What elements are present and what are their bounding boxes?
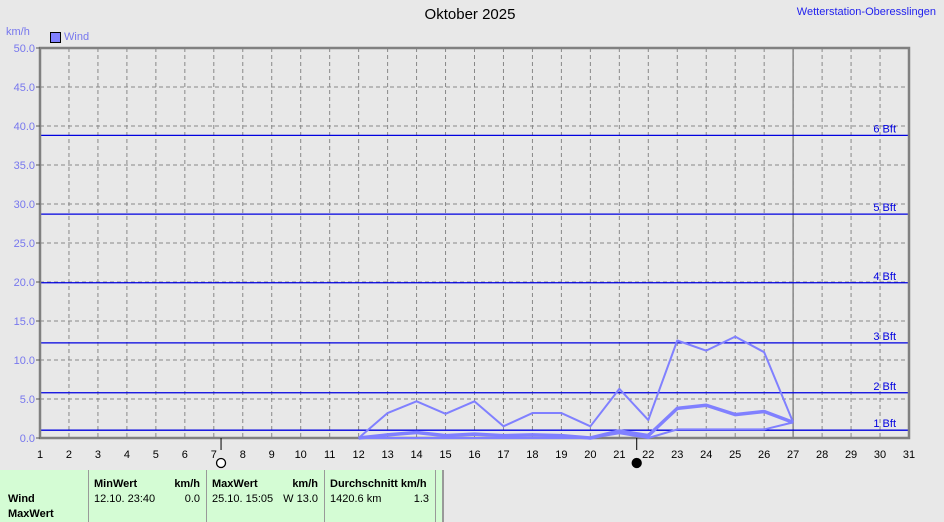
x-tick-label: 6 (182, 449, 188, 461)
x-tick-label: 9 (269, 449, 275, 461)
full-moon-icon (215, 457, 227, 469)
legend-swatch (50, 31, 61, 43)
beaufort-label: 3 Bft (873, 331, 896, 343)
x-tick-label: 1 (37, 449, 43, 461)
beaufort-label: 6 Bft (873, 123, 896, 135)
x-tick-label: 7 (211, 449, 217, 461)
y-tick-label: 5.0 (20, 394, 35, 406)
y-tick-label: 25.0 (14, 238, 35, 250)
x-tick-label: 4 (124, 449, 130, 461)
x-tick-label: 29 (845, 449, 857, 461)
x-tick-label: 2 (66, 449, 72, 461)
series-max-line (357, 335, 795, 439)
x-tick-label: 13 (381, 449, 393, 461)
max-column: MaxWert km/h 25.10. 15:05 W 13.0 (206, 470, 324, 522)
min-value: 0.0 (184, 493, 200, 505)
max-date: 25.10. 15:05 (212, 493, 274, 505)
avg-header: Durchschnitt km/h (330, 478, 427, 490)
avg-value: 1.3 (413, 493, 429, 505)
x-tick-label: 5 (153, 449, 159, 461)
x-tick-label: 10 (295, 449, 307, 461)
min-date: 12.10. 23:40 (94, 493, 156, 505)
y-tick-label: 40.0 (14, 121, 35, 133)
y-tick-label: 45.0 (14, 82, 35, 94)
y-tick-label: 35.0 (14, 160, 35, 172)
x-tick-label: 24 (700, 449, 712, 461)
stats-table: Wind MaxWert MinWert km/h 12.10. 23:40 0… (0, 470, 444, 522)
x-tick-label: 27 (787, 449, 799, 461)
y-tick-label: 20.0 (14, 277, 35, 289)
row-label-maxwert: MaxWert (8, 508, 54, 520)
y-tick-label: 15.0 (14, 316, 35, 328)
x-tick-label: 3 (95, 449, 101, 461)
max-value: W 13.0 (283, 493, 318, 505)
new-moon-icon (631, 457, 642, 469)
x-tick-label: 20 (584, 449, 596, 461)
wind-chart: 1 Bft 2 Bft 3 Bft 4 Bft 5 Bft 6 Bft 0.0 5.0 10.0… (14, 43, 915, 469)
x-tick-label: 8 (240, 449, 246, 461)
x-tick-label: 25 (729, 449, 741, 461)
min-column: MinWert km/h 12.10. 23:40 0.0 (88, 470, 206, 522)
avg-distance: 1420.6 km (330, 493, 382, 505)
beaufort-label: 5 Bft (873, 202, 896, 214)
y-tick-label: 0.0 (20, 433, 35, 445)
series-min-line (358, 421, 794, 439)
min-header: MinWert (94, 478, 138, 490)
x-tick-label: 17 (497, 449, 509, 461)
avg-column: Durchschnitt km/h 1420.6 km 1.3 (324, 470, 436, 522)
max-unit: km/h (292, 478, 318, 490)
series-avg-line (358, 403, 794, 440)
x-tick-label: 11 (324, 449, 335, 461)
x-tick-label: 28 (816, 449, 828, 461)
beaufort-label: 1 Bft (873, 418, 896, 430)
x-tick-label: 22 (642, 449, 654, 461)
y-axis-unit: km/h (6, 26, 30, 38)
y-tick-label: 30.0 (14, 199, 35, 211)
legend: Wind (50, 31, 89, 43)
y-tick-label: 10.0 (14, 355, 35, 367)
x-tick-label: 31 (903, 449, 915, 461)
legend-label: Wind (64, 31, 90, 43)
beaufort-label: 4 Bft (873, 271, 896, 283)
x-tick-label: 23 (671, 449, 683, 461)
station-name: Wetterstation-Oberesslingen (796, 6, 936, 18)
x-tick-label: 16 (468, 449, 480, 461)
x-tick-label: 21 (613, 449, 625, 461)
x-tick-label: 19 (555, 449, 567, 461)
min-unit: km/h (174, 478, 200, 490)
x-tick-label: 30 (874, 449, 886, 461)
x-tick-label: 26 (758, 449, 770, 461)
x-tick-label: 15 (439, 449, 451, 461)
x-tick-label: 18 (526, 449, 538, 461)
x-tick-label: 12 (353, 449, 365, 461)
y-tick-label: 50.0 (14, 43, 35, 55)
row-label-wind: Wind (8, 493, 35, 505)
chart-title: Oktober 2025 (424, 6, 516, 23)
max-header: MaxWert (212, 478, 258, 490)
x-tick-label: 14 (410, 449, 422, 461)
beaufort-label: 2 Bft (873, 381, 896, 393)
